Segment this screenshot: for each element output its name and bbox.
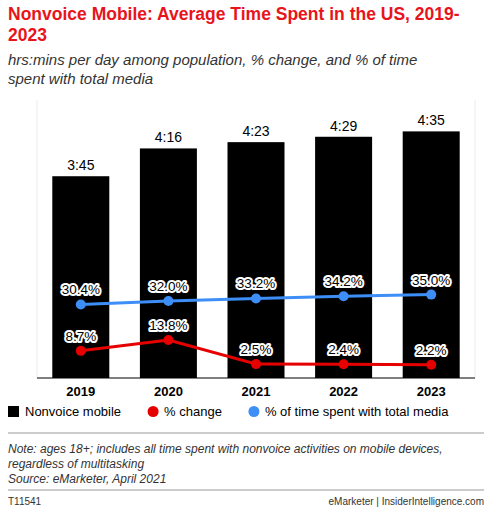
- point: [251, 359, 261, 369]
- point-label: 30.4%: [62, 282, 100, 297]
- source: Source: eMarketer, April 2021: [8, 472, 166, 487]
- chart-id: T11541: [8, 496, 41, 507]
- bar-label: 3:45: [67, 157, 94, 173]
- point-label: 33.2%: [237, 276, 275, 291]
- point: [426, 290, 436, 300]
- note: Note: ages 18+; includes all time spent …: [8, 442, 486, 472]
- legend-swatch: [248, 406, 259, 417]
- point: [339, 291, 349, 301]
- point: [163, 335, 173, 345]
- labels: 3:45 4:16 4:23 4:29 4:35 8.7% 13.8% 2.5% 2.4% 2.2…: [62, 112, 451, 357]
- point-label: 32.0%: [149, 279, 187, 294]
- marks: [52, 131, 459, 378]
- point-label: 35.0%: [412, 273, 450, 288]
- x-tick-label: 2023: [417, 384, 446, 399]
- point: [251, 293, 261, 303]
- point-label: 8.7%: [65, 329, 96, 344]
- point: [76, 299, 86, 309]
- legend-swatch: [148, 406, 159, 417]
- point-label: 2.2%: [416, 343, 447, 358]
- y-axis-line: [37, 100, 38, 378]
- rule: [8, 433, 484, 434]
- legend-label: % of time spent with total media: [265, 404, 449, 419]
- title: Nonvoice Mobile: Average Time Spent in t…: [8, 4, 478, 46]
- point-label: 2.5%: [241, 342, 272, 357]
- bar: [228, 142, 285, 378]
- bar-label: 4:29: [330, 118, 357, 134]
- legend-swatch: [8, 406, 19, 417]
- x-tick-label: 2021: [242, 384, 271, 399]
- point: [339, 359, 349, 369]
- point-label: 2.4%: [328, 342, 359, 357]
- rule: [8, 490, 484, 491]
- x-tick-label: 2020: [154, 384, 183, 399]
- y2-axis-line: [475, 100, 476, 378]
- bar-label: 4:35: [418, 112, 445, 128]
- x-axis-line: [37, 378, 475, 379]
- credit: eMarketer | InsiderIntelligence.com: [329, 496, 484, 507]
- point: [163, 296, 173, 306]
- bar-label: 4:23: [242, 123, 269, 139]
- point: [426, 360, 436, 370]
- point-label: 13.8%: [149, 318, 187, 333]
- legend-label: % change: [164, 404, 222, 419]
- subtitle: hrs:mins per day among population, % cha…: [8, 50, 448, 88]
- chart: 3:45 4:16 4:23 4:29 4:35 8.7% 13.8% 2.5% 2.4% 2.2…: [0, 0, 492, 512]
- bar: [403, 131, 460, 378]
- legend: Nonvoice mobile % change % of time spent w…: [8, 404, 449, 419]
- x-tick-label: 2022: [329, 384, 358, 399]
- bar-label: 4:16: [155, 129, 182, 145]
- point-label: 34.2%: [324, 274, 362, 289]
- x-tick-label: 2019: [66, 384, 95, 399]
- bar: [315, 137, 372, 378]
- point: [76, 346, 86, 356]
- legend-label: Nonvoice mobile: [25, 404, 121, 419]
